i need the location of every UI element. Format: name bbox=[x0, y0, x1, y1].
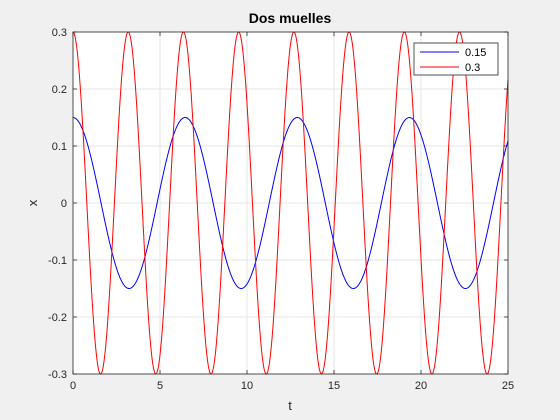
y-tick-label: -0.3 bbox=[48, 369, 67, 381]
y-tick-label: -0.1 bbox=[48, 255, 67, 267]
y-tick-label: 0 bbox=[61, 198, 67, 210]
legend-label-1: 0.3 bbox=[465, 62, 480, 74]
y-tick-label: 0.1 bbox=[52, 141, 67, 153]
x-tick-label: 5 bbox=[157, 380, 163, 392]
y-tick-label: 0.3 bbox=[52, 27, 67, 39]
tick-labels: 0 5 10 15 20 25 0.3 0.2 0.1 0 -0.1 -0.2 -0.3 bbox=[48, 27, 514, 392]
legend-label-0: 0.15 bbox=[465, 47, 486, 59]
series-line-1 bbox=[72, 31, 509, 375]
series-line-0 bbox=[72, 116, 509, 290]
x-tick-label: 10 bbox=[241, 380, 253, 392]
y-tick-label: 0.2 bbox=[52, 84, 67, 96]
x-tick-label: 25 bbox=[502, 380, 514, 392]
series-layer bbox=[72, 31, 509, 375]
grid bbox=[72, 31, 509, 375]
ticks bbox=[72, 31, 509, 375]
y-axis-label: x bbox=[25, 199, 40, 206]
legend-box bbox=[413, 42, 499, 76]
x-tick-label: 0 bbox=[70, 380, 76, 392]
legend: 0.15 0.3 bbox=[413, 42, 499, 76]
x-axis-label: t bbox=[288, 398, 292, 413]
x-tick-label: 15 bbox=[328, 380, 340, 392]
y-tick-label: -0.2 bbox=[48, 312, 67, 324]
x-tick-label: 20 bbox=[415, 380, 427, 392]
chart-title: Dos muelles bbox=[249, 10, 332, 26]
